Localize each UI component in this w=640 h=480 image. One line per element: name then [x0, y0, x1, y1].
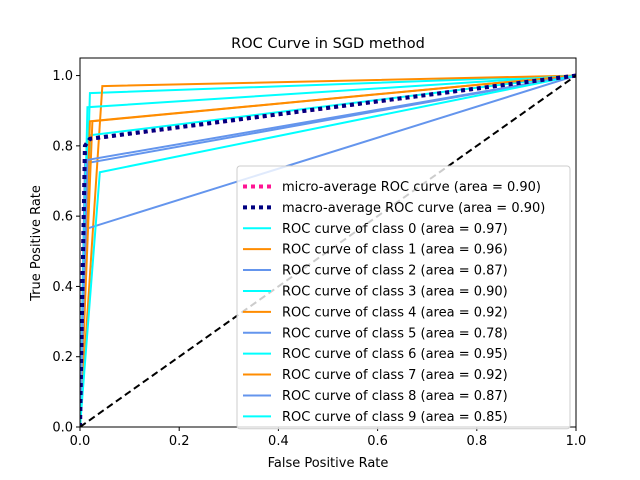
y-axis-label: True Positive Rate [29, 185, 44, 302]
y-tick-label: 0.2 [52, 350, 73, 365]
legend-entry-4: ROC curve of class 2 (area = 0.87) [282, 264, 508, 279]
legend-entry-0: micro-average ROC curve (area = 0.90) [282, 180, 541, 195]
chart-title: ROC Curve in SGD method [231, 36, 425, 52]
x-axis-ticks: 0.0 0.2 0.4 0.6 0.8 1.0 [70, 427, 587, 449]
x-tick-label: 0.6 [367, 434, 388, 449]
legend-entry-3: ROC curve of class 1 (area = 0.96) [282, 243, 508, 258]
y-tick-label: 1.0 [52, 69, 73, 84]
legend-entry-11: ROC curve of class 9 (area = 0.85) [282, 410, 508, 425]
roc-series-line-9 [80, 74, 576, 427]
y-tick-label: 0.6 [52, 210, 73, 225]
x-tick-label: 0.4 [268, 434, 289, 449]
legend-entry-7: ROC curve of class 5 (area = 0.78) [282, 326, 508, 341]
legend-entry-6: ROC curve of class 4 (area = 0.92) [282, 305, 508, 320]
y-tick-label: 0.8 [52, 139, 73, 154]
x-tick-label: 0.8 [466, 434, 487, 449]
x-axis-label: False Positive Rate [268, 456, 389, 471]
x-tick-label: 0.2 [169, 434, 190, 449]
y-axis-ticks: 0.0 0.2 0.4 0.6 0.8 1.0 [52, 69, 80, 436]
legend-entry-10: ROC curve of class 8 (area = 0.87) [282, 389, 508, 404]
x-tick-label: 1.0 [566, 434, 587, 449]
legend-box [236, 165, 571, 430]
legend-entry-9: ROC curve of class 7 (area = 0.92) [282, 368, 508, 383]
legend-entry-1: macro-average ROC curve (area = 0.90) [282, 201, 545, 216]
roc-series-line-11 [80, 74, 576, 427]
legend-entry-2: ROC curve of class 0 (area = 0.97) [282, 222, 508, 237]
plot-area [79, 57, 577, 428]
series-lines [80, 73, 576, 427]
legend-entry-8: ROC curve of class 6 (area = 0.95) [282, 347, 508, 362]
legend-entry-5: ROC curve of class 3 (area = 0.90) [282, 284, 508, 299]
y-tick-label: 0.4 [52, 280, 73, 295]
y-tick-label: 0.0 [52, 421, 73, 436]
legend: micro-average ROC curve (area = 0.90) mac… [236, 165, 571, 430]
x-tick-label: 0.0 [70, 434, 91, 449]
roc-series-line-3 [80, 74, 576, 427]
